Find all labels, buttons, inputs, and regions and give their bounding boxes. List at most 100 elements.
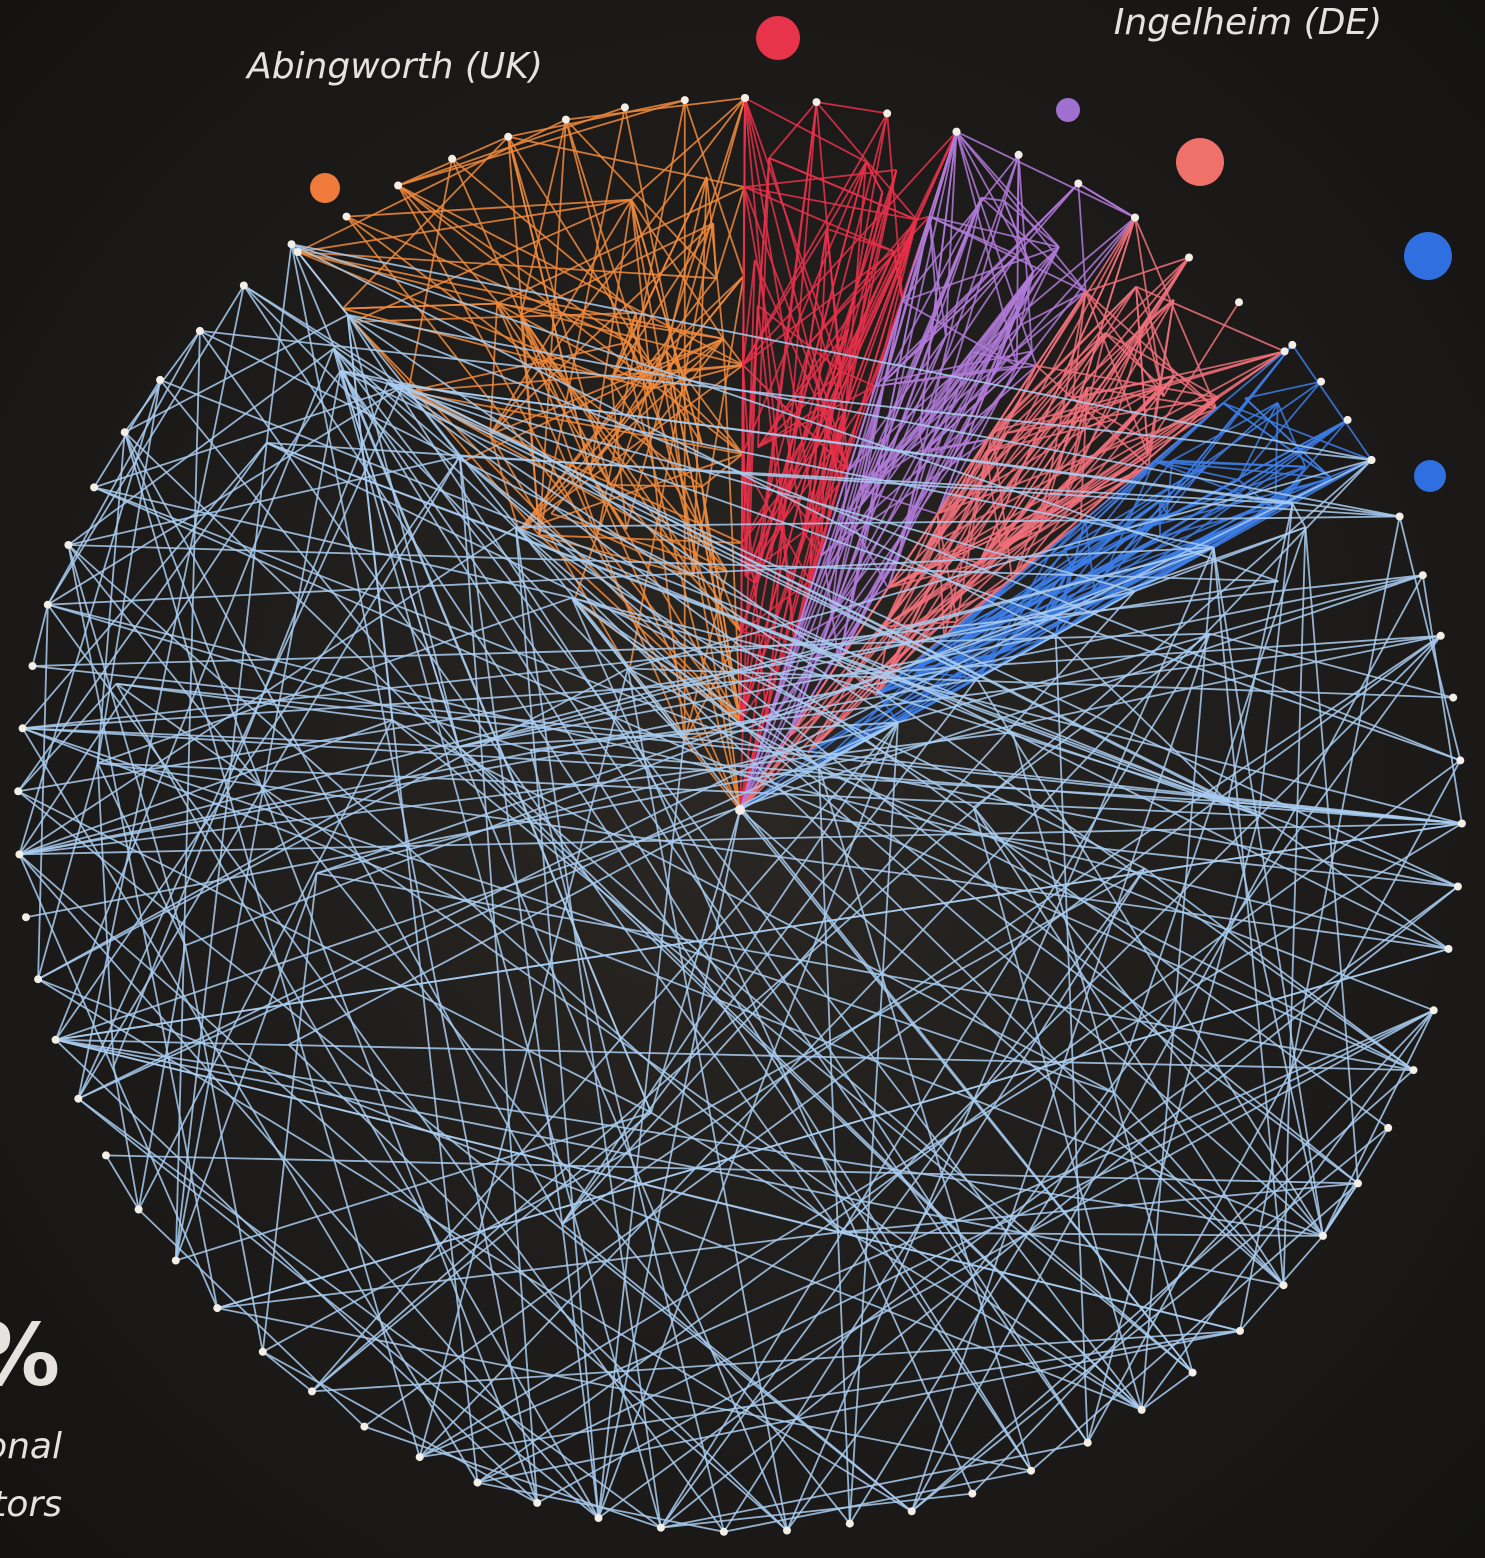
string [288, 721, 899, 1046]
string [346, 198, 632, 218]
string [1115, 322, 1146, 420]
string [883, 254, 1018, 383]
string [883, 182, 1079, 383]
string [859, 350, 1033, 491]
string [520, 222, 714, 316]
string [944, 131, 958, 337]
string [340, 369, 1214, 549]
yarn-ball [1414, 460, 1446, 492]
string [17, 683, 117, 792]
string [928, 216, 947, 337]
string [418, 668, 629, 1458]
string [887, 397, 1074, 589]
string [610, 222, 714, 381]
string [55, 1038, 1414, 1071]
string [946, 459, 1372, 637]
string [978, 454, 1149, 565]
string [1011, 731, 1194, 1373]
string [701, 486, 741, 811]
string [1038, 217, 1136, 532]
peg [43, 600, 52, 609]
string [630, 199, 725, 340]
string [332, 348, 662, 1528]
peg [1449, 693, 1458, 702]
string [37, 762, 99, 980]
string [973, 632, 1211, 808]
peg [1185, 253, 1193, 262]
string [650, 809, 741, 1113]
string [865, 161, 884, 193]
string [1212, 547, 1324, 1237]
string [408, 364, 744, 393]
string [753, 259, 850, 472]
string [1212, 547, 1285, 1286]
string [992, 350, 1285, 433]
string [627, 459, 1372, 670]
string [1012, 216, 1136, 321]
string [243, 284, 685, 740]
string [955, 131, 1087, 293]
string [744, 575, 756, 584]
string [1227, 800, 1462, 825]
string [123, 431, 421, 1458]
string [561, 1223, 600, 1519]
string [571, 597, 1359, 1185]
peg [1319, 1231, 1327, 1240]
string [809, 228, 828, 343]
string [609, 338, 725, 486]
string [818, 765, 1459, 888]
string [597, 809, 741, 1519]
string [290, 244, 539, 1504]
string [47, 603, 1449, 950]
string [972, 806, 1285, 1286]
string [744, 97, 824, 406]
string [477, 1009, 1435, 1484]
string [1140, 1009, 1435, 1411]
string [973, 806, 1324, 1237]
peg [1354, 1179, 1362, 1188]
string [47, 330, 201, 606]
string [93, 384, 404, 489]
string [978, 280, 1030, 375]
string [262, 1351, 538, 1504]
peg [51, 1035, 60, 1044]
string [514, 527, 600, 1519]
string [489, 222, 714, 436]
string [32, 632, 1210, 667]
string-art [17, 97, 1463, 1533]
peg [258, 1347, 267, 1356]
string [627, 667, 1454, 699]
string [922, 350, 1033, 454]
string [744, 186, 917, 221]
string [739, 371, 843, 811]
string [683, 99, 745, 277]
string [1398, 516, 1462, 761]
string [1055, 418, 1117, 475]
string [839, 1231, 1241, 1332]
string [1141, 1371, 1194, 1411]
string [786, 547, 1215, 1531]
string [77, 385, 405, 1100]
string [1291, 503, 1307, 528]
string [768, 157, 845, 414]
string [507, 136, 541, 536]
peg [342, 212, 351, 221]
string [199, 330, 1372, 461]
peg [1235, 298, 1243, 307]
string [627, 668, 788, 1531]
string [715, 186, 746, 279]
string [1011, 387, 1089, 582]
peg [680, 96, 689, 105]
string [55, 1038, 1324, 1237]
string [722, 338, 742, 722]
yarn-ball [1056, 98, 1080, 122]
string [520, 119, 567, 316]
string [1072, 350, 1285, 399]
string [742, 260, 756, 366]
string [1077, 182, 1136, 219]
string [386, 382, 978, 680]
string [19, 719, 393, 856]
string [402, 385, 461, 457]
slice-label: Ingelheim (DE) [1114, 2, 1382, 43]
string [980, 197, 1087, 293]
